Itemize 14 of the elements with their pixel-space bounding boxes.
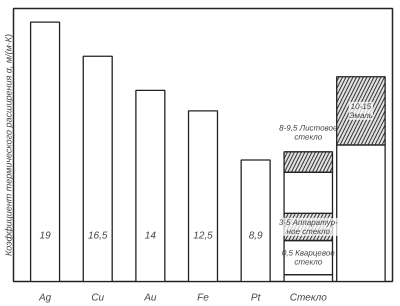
data-label: 16,5 [88, 230, 108, 242]
x-tick-label: Стекло [290, 292, 328, 304]
annotation: 10-15 Эмаль [348, 102, 374, 120]
x-tick-label: Fe [197, 292, 210, 304]
x-tick-label: Cu [91, 292, 105, 304]
data-label: 19 [40, 230, 52, 242]
data-label: 12,5 [193, 230, 214, 242]
y-axis-title: Коэффициент термического расширения α, м/(м·К) [4, 34, 14, 256]
x-tick-label: Au [143, 292, 157, 304]
annotation: 3-5 Аппаратур- ное стекло [278, 218, 338, 236]
x-tick-label: Ag [38, 292, 52, 304]
data-label: 14 [144, 230, 156, 242]
x-tick-label: Pt [250, 292, 262, 304]
data-label: 8,9 [248, 230, 264, 242]
